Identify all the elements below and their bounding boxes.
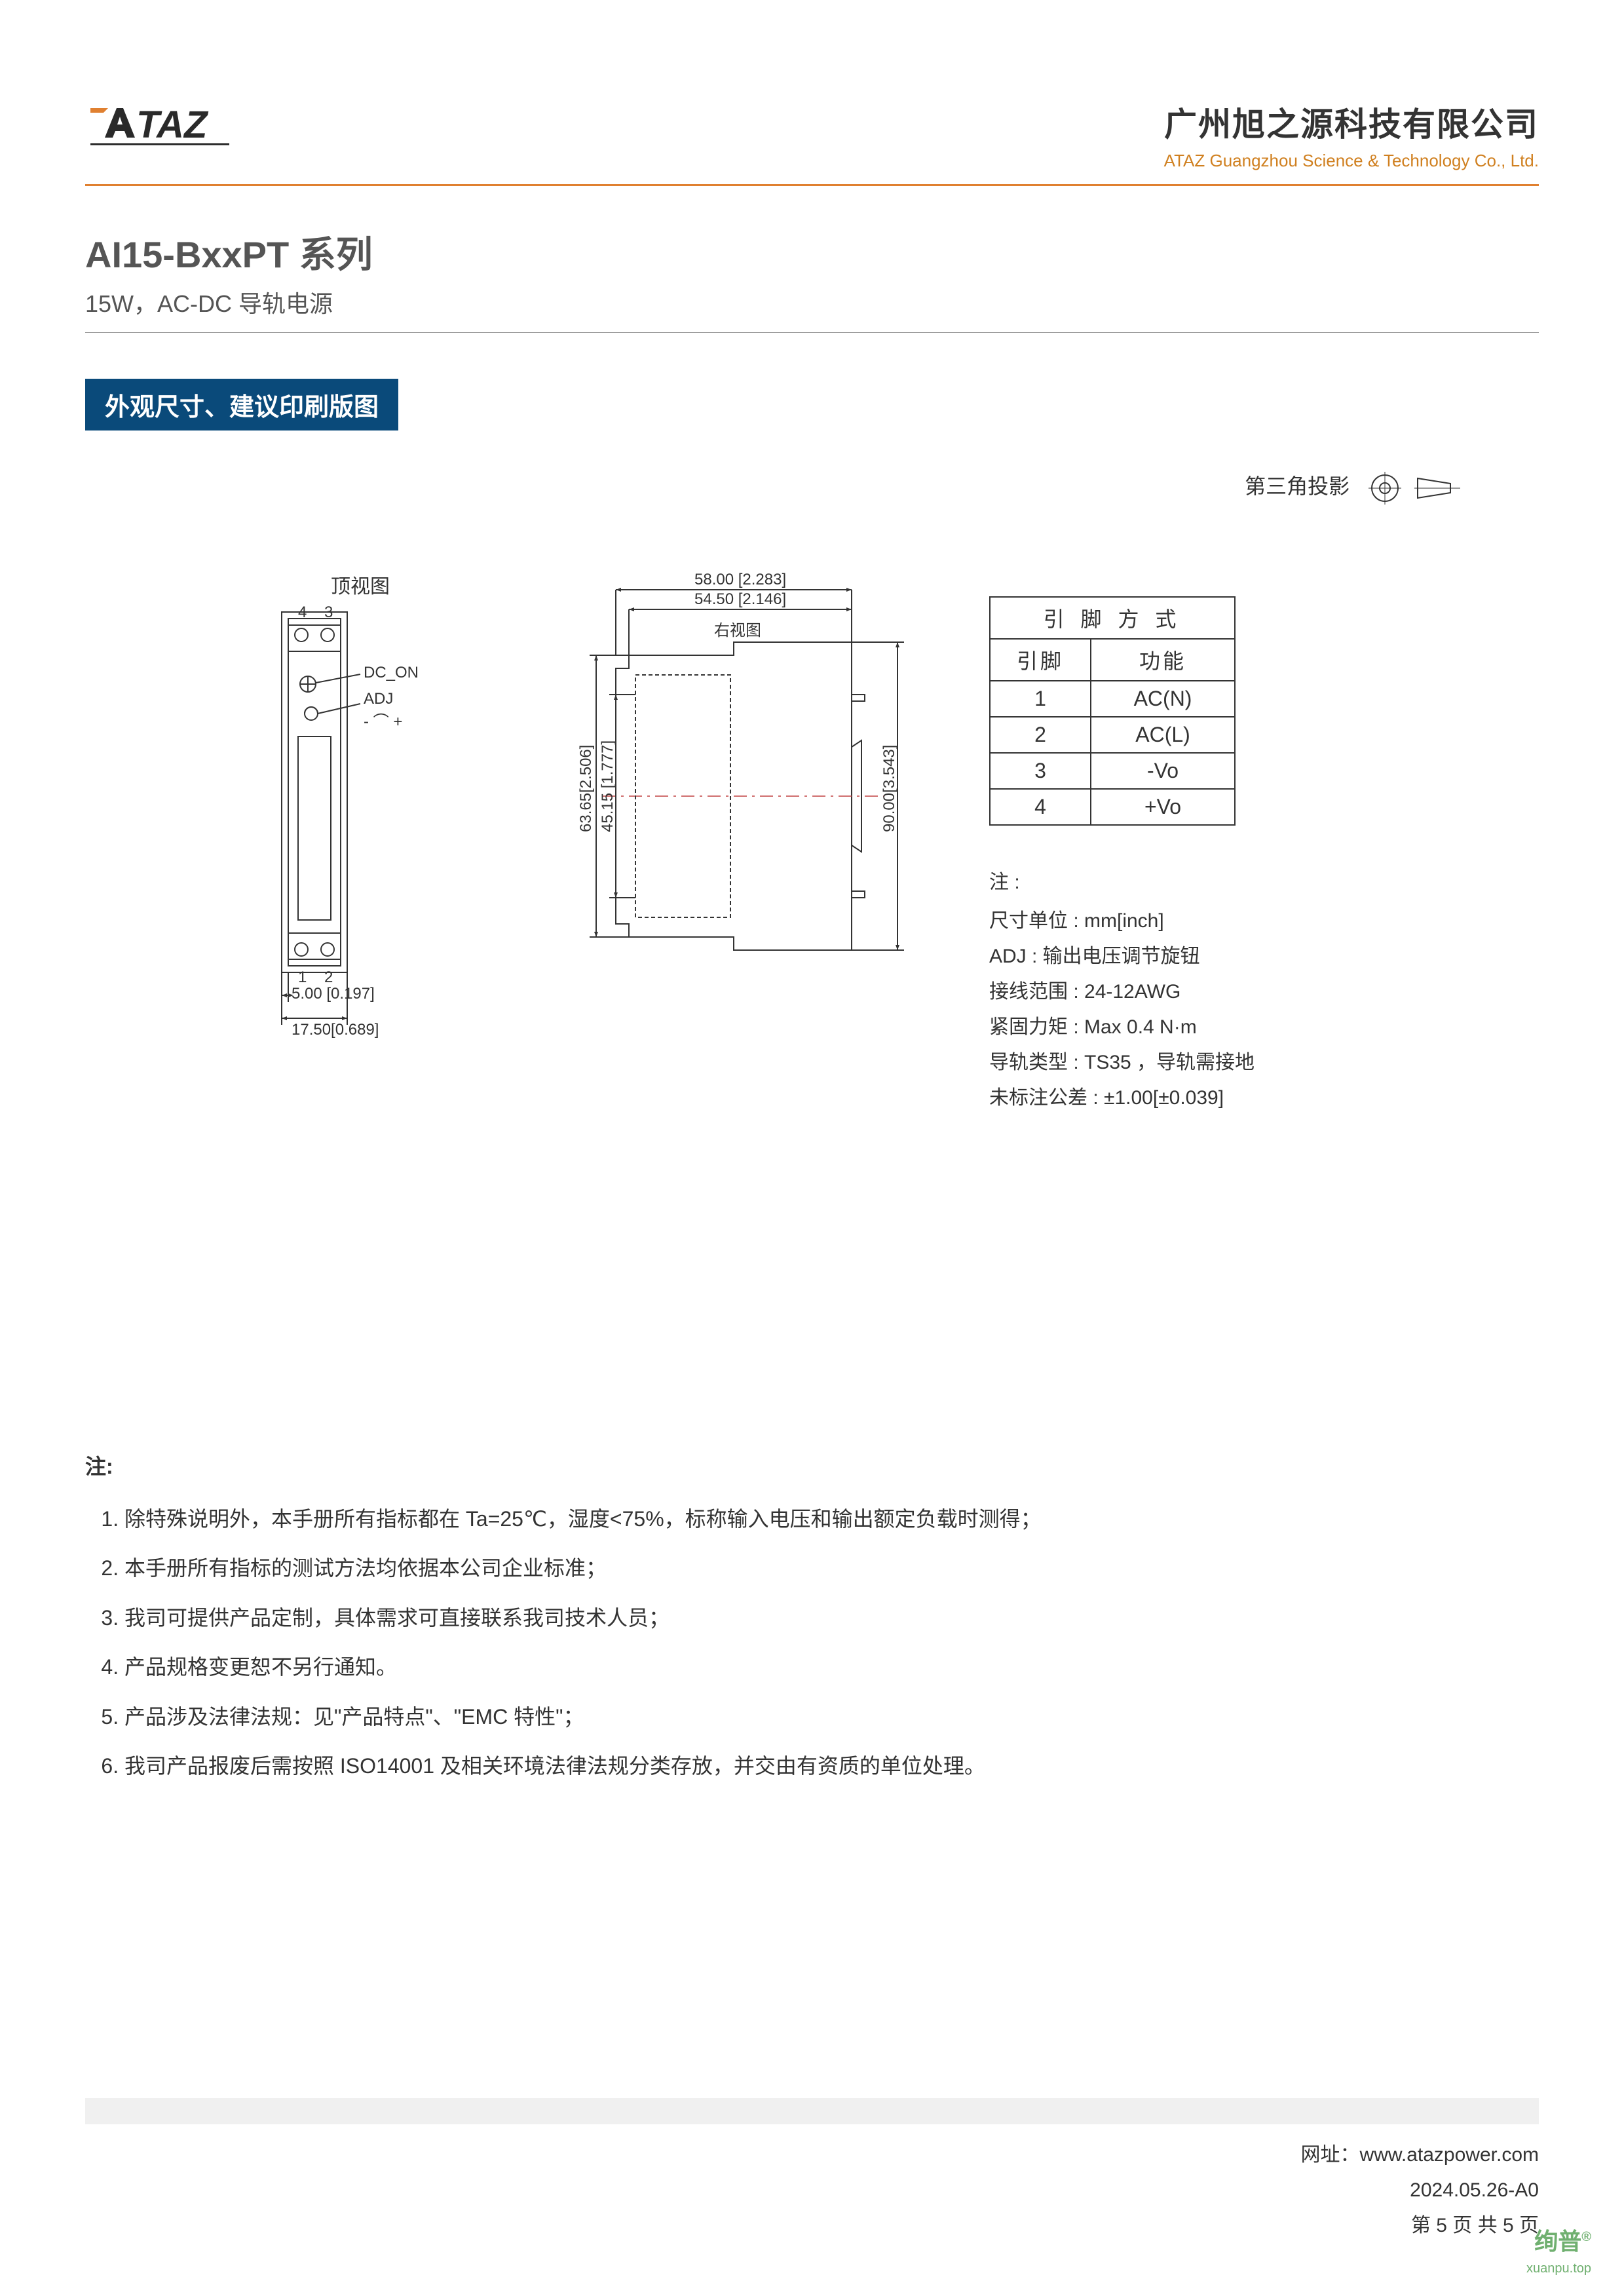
projection-label: 第三角投影 — [85, 470, 1539, 505]
company-name-cn: 广州旭之源科技有限公司 — [1164, 98, 1539, 145]
dim-d1: 58.00 [2.283] — [694, 571, 786, 588]
right-view-label: 右视图 — [714, 622, 761, 640]
dim-d2: 54.50 [2.146] — [694, 590, 786, 608]
pin4-label: 4 — [298, 605, 307, 621]
url-label: 网址： — [1301, 2144, 1360, 2166]
footer-bar — [85, 2098, 1539, 2124]
table-row: 1AC(N) — [990, 681, 1235, 717]
footer-date: 2024.05.26-A0 — [85, 2173, 1539, 2208]
footer-notes-title: 注: — [85, 1444, 1539, 1489]
logo: TAZ — [85, 98, 295, 151]
page-header: TAZ 广州旭之源科技有限公司 ATAZ Guangzhou Science &… — [85, 98, 1539, 186]
adj-label: ADJ — [364, 690, 393, 708]
dim-d4: 45.15 [1.777] — [599, 740, 616, 832]
product-title-section: AI15-BxxPT 系列 15W，AC-DC 导轨电源 — [85, 225, 1539, 333]
footer-note-item: 我司可提供产品定制，具体需求可直接联系我司技术人员； — [124, 1595, 1539, 1641]
projection-icons — [1369, 472, 1460, 505]
dim-d3: 63.65[2.506] — [577, 744, 595, 832]
side-note-line: 导轨类型 : TS35 ，导轨需接地 — [989, 1045, 1255, 1081]
projection-text: 第三角投影 — [1245, 474, 1350, 498]
footer-note-item: 产品涉及法律法规：见"产品特点"、"EMC 特性"； — [124, 1694, 1539, 1740]
top-view-label: 顶视图 — [242, 570, 478, 599]
side-note-line: 尺寸单位 : mm[inch] — [989, 904, 1255, 939]
pin-col2: 功能 — [1091, 639, 1235, 681]
pin1-label: 1 — [298, 968, 307, 986]
side-notes: 注 : 尺寸单位 : mm[inch] ADJ : 输出电压调节旋钮 接线范围 … — [989, 865, 1255, 1116]
watermark: 绚普® — [1534, 2223, 1591, 2257]
dim-d7: 17.50[0.689] — [292, 1021, 379, 1039]
product-title: AI15-BxxPT 系列 — [85, 225, 1539, 278]
dim-d5: 90.00[3.543] — [880, 744, 898, 832]
top-view: 顶视图 4 3 DC_ON — [242, 570, 478, 1116]
page-footer: 网址：www.atazpower.com 2024.05.26-A0 第 5 页… — [85, 2098, 1539, 2244]
table-row: 4+Vo — [990, 789, 1235, 825]
footer-note-item: 产品规格变更恕不另行通知。 — [124, 1644, 1539, 1690]
pin-col1: 引脚 — [990, 639, 1091, 681]
right-view-drawing: 58.00 [2.283] 54.50 [2.146] 右视图 — [531, 570, 937, 1029]
pin2-label: 2 — [324, 968, 333, 986]
company-name-en: ATAZ Guangzhou Science & Technology Co.,… — [1164, 151, 1539, 171]
polarity-label: - ⌒ + — [364, 713, 402, 731]
diagram-area: 顶视图 4 3 DC_ON — [85, 570, 1539, 1116]
footer-note-item: 我司产品报废后需按照 ISO14001 及相关环境法律法规分类存放，并交由有资质… — [124, 1743, 1539, 1789]
logo-svg: TAZ — [85, 98, 295, 151]
page: TAZ 广州旭之源科技有限公司 ATAZ Guangzhou Science &… — [0, 0, 1624, 2296]
side-note-line: ADJ : 输出电压调节旋钮 — [989, 939, 1255, 974]
pin-table: 引 脚 方 式 引脚 功能 1AC(N) 2AC(L) 3-Vo 4+Vo — [989, 596, 1236, 826]
pin-table-area: 引 脚 方 式 引脚 功能 1AC(N) 2AC(L) 3-Vo 4+Vo 注 … — [989, 570, 1255, 1116]
side-notes-title: 注 : — [989, 865, 1255, 900]
dim-d6: 5.00 [0.197] — [292, 985, 375, 1003]
projection-circle-icon — [1369, 472, 1401, 505]
projection-cone-icon — [1414, 472, 1460, 505]
url: www.atazpower.com — [1360, 2144, 1539, 2166]
right-view: 58.00 [2.283] 54.50 [2.146] 右视图 — [531, 570, 937, 1116]
pin3-label: 3 — [324, 605, 333, 621]
footer-note-item: 除特殊说明外，本手册所有指标都在 Ta=25℃，湿度<75%，标称输入电压和输出… — [124, 1496, 1539, 1542]
svg-text:TAZ: TAZ — [136, 104, 209, 146]
watermark-sub: xuanpu.top — [1526, 2261, 1591, 2276]
footer-note-item: 本手册所有指标的测试方法均依据本公司企业标准； — [124, 1545, 1539, 1591]
pin-table-title: 引 脚 方 式 — [990, 597, 1235, 639]
side-note-line: 未标注公差 : ±1.00[±0.039] — [989, 1081, 1255, 1116]
footer-notes: 注: 除特殊说明外，本手册所有指标都在 Ta=25℃，湿度<75%，标称输入电压… — [85, 1444, 1539, 1789]
table-row: 2AC(L) — [990, 717, 1235, 753]
footer-page: 第 5 页 共 5 页 — [85, 2208, 1539, 2244]
table-row: 3-Vo — [990, 753, 1235, 789]
product-subtitle: 15W，AC-DC 导轨电源 — [85, 285, 1539, 319]
side-note-line: 接线范围 : 24-12AWG — [989, 974, 1255, 1010]
company-info: 广州旭之源科技有限公司 ATAZ Guangzhou Science & Tec… — [1164, 98, 1539, 171]
dcon-label: DC_ON — [364, 664, 419, 681]
section-header: 外观尺寸、建议印刷版图 — [85, 379, 398, 430]
top-view-drawing: 4 3 DC_ON ADJ - ⌒ + — [242, 605, 478, 1064]
side-note-line: 紧固力矩 : Max 0.4 N·m — [989, 1010, 1255, 1045]
footer-text: 网址：www.atazpower.com 2024.05.26-A0 第 5 页… — [85, 2137, 1539, 2244]
